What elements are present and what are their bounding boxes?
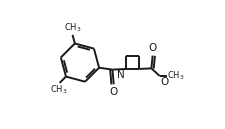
Text: CH$_3$: CH$_3$ xyxy=(167,70,185,82)
Text: CH$_3$: CH$_3$ xyxy=(64,22,81,34)
Text: N: N xyxy=(117,70,125,80)
Text: O: O xyxy=(148,43,157,53)
Text: O: O xyxy=(161,77,169,87)
Text: CH$_3$: CH$_3$ xyxy=(50,83,67,96)
Text: O: O xyxy=(110,87,118,98)
